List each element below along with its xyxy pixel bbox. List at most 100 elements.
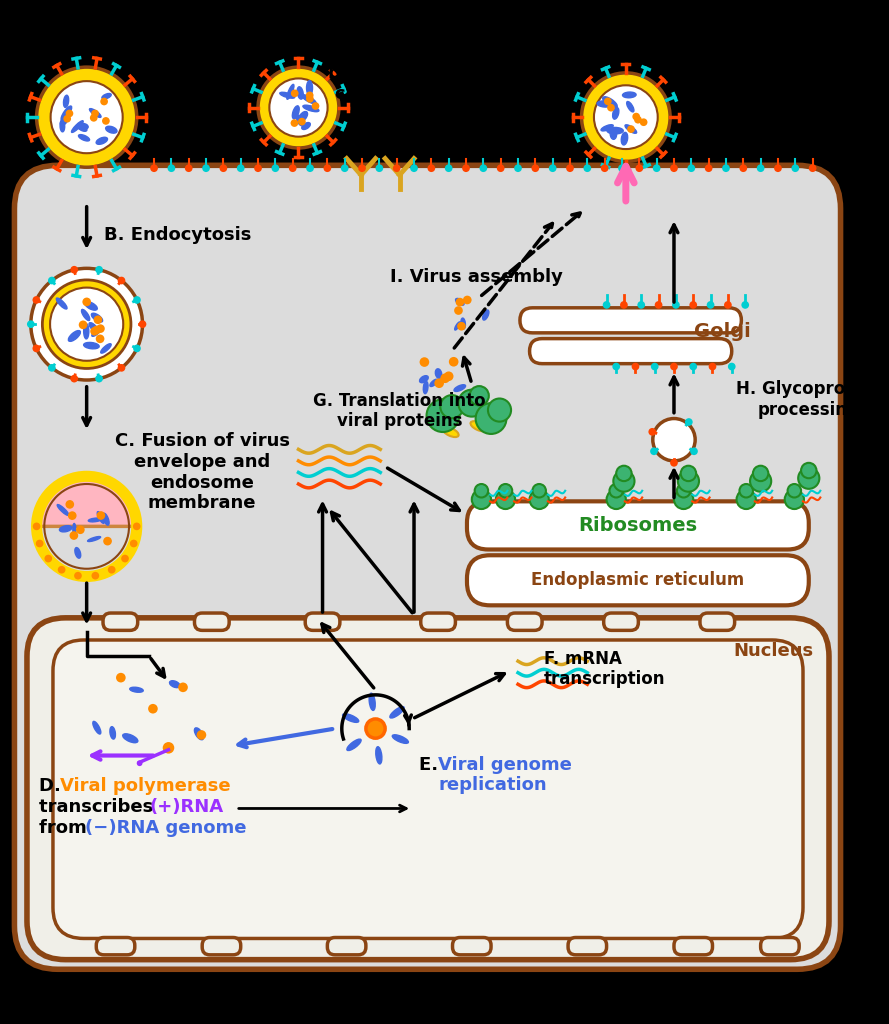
Circle shape xyxy=(607,103,615,112)
Circle shape xyxy=(92,326,101,334)
Circle shape xyxy=(70,266,78,273)
Circle shape xyxy=(254,165,262,172)
Circle shape xyxy=(95,266,103,273)
FancyBboxPatch shape xyxy=(53,640,803,938)
Circle shape xyxy=(340,165,348,172)
Circle shape xyxy=(50,288,124,360)
Circle shape xyxy=(220,165,228,172)
Circle shape xyxy=(616,466,631,481)
Circle shape xyxy=(178,683,188,692)
Ellipse shape xyxy=(97,512,104,523)
Text: G. Translation into
viral proteins: G. Translation into viral proteins xyxy=(313,391,486,430)
Ellipse shape xyxy=(60,117,68,126)
Ellipse shape xyxy=(607,127,623,134)
Ellipse shape xyxy=(376,746,382,764)
Circle shape xyxy=(435,379,444,388)
Circle shape xyxy=(51,81,123,154)
Ellipse shape xyxy=(96,137,108,144)
Circle shape xyxy=(620,301,628,309)
Ellipse shape xyxy=(92,721,100,734)
Text: transcribes: transcribes xyxy=(38,798,159,816)
Ellipse shape xyxy=(110,727,116,739)
FancyBboxPatch shape xyxy=(27,617,829,959)
Circle shape xyxy=(96,335,104,343)
FancyBboxPatch shape xyxy=(520,308,741,333)
Ellipse shape xyxy=(423,381,428,393)
Ellipse shape xyxy=(342,714,359,722)
Circle shape xyxy=(100,97,108,105)
Text: F. mRNA
transcription: F. mRNA transcription xyxy=(544,649,666,688)
Circle shape xyxy=(66,500,74,509)
Circle shape xyxy=(566,165,573,172)
FancyBboxPatch shape xyxy=(467,502,809,550)
Circle shape xyxy=(36,540,44,548)
Circle shape xyxy=(375,165,383,172)
Ellipse shape xyxy=(90,109,101,118)
Text: Viral polymerase: Viral polymerase xyxy=(60,777,230,795)
Circle shape xyxy=(670,165,677,172)
FancyBboxPatch shape xyxy=(14,165,840,970)
Ellipse shape xyxy=(621,132,628,145)
Circle shape xyxy=(185,165,193,172)
Circle shape xyxy=(70,375,78,383)
Circle shape xyxy=(79,321,87,329)
Circle shape xyxy=(444,165,453,172)
Circle shape xyxy=(196,730,206,739)
Circle shape xyxy=(653,419,695,461)
Ellipse shape xyxy=(92,313,102,323)
Circle shape xyxy=(324,165,332,172)
FancyBboxPatch shape xyxy=(700,613,734,631)
Ellipse shape xyxy=(88,518,101,522)
Ellipse shape xyxy=(297,116,304,126)
Text: H. Glycoprotein
processing: H. Glycoprotein processing xyxy=(736,380,882,419)
Ellipse shape xyxy=(627,101,634,112)
Text: A. Glycoprotein
binding to host
cell receptors: A. Glycoprotein binding to host cell rec… xyxy=(326,43,483,102)
Ellipse shape xyxy=(297,87,303,99)
Circle shape xyxy=(48,276,56,285)
Circle shape xyxy=(488,398,511,422)
Circle shape xyxy=(427,399,460,432)
Ellipse shape xyxy=(603,96,617,108)
Circle shape xyxy=(116,673,125,682)
Ellipse shape xyxy=(68,331,80,341)
FancyBboxPatch shape xyxy=(420,613,455,631)
Ellipse shape xyxy=(77,123,88,130)
Ellipse shape xyxy=(430,379,437,386)
Circle shape xyxy=(66,110,73,118)
Ellipse shape xyxy=(303,105,319,112)
Ellipse shape xyxy=(301,94,316,103)
Ellipse shape xyxy=(170,681,180,688)
Ellipse shape xyxy=(455,298,464,305)
Circle shape xyxy=(455,298,464,306)
Circle shape xyxy=(420,357,429,367)
Ellipse shape xyxy=(292,105,300,119)
Text: (+)RNA: (+)RNA xyxy=(149,798,223,816)
Ellipse shape xyxy=(622,92,637,97)
Circle shape xyxy=(533,484,546,498)
Circle shape xyxy=(69,531,78,540)
Ellipse shape xyxy=(470,421,486,431)
Circle shape xyxy=(677,484,691,498)
Ellipse shape xyxy=(60,121,65,132)
Circle shape xyxy=(610,484,623,498)
Ellipse shape xyxy=(78,125,87,131)
Ellipse shape xyxy=(82,309,90,321)
Circle shape xyxy=(750,471,772,492)
Circle shape xyxy=(97,511,105,520)
Text: Nucleus: Nucleus xyxy=(733,642,813,659)
Circle shape xyxy=(440,374,450,383)
Circle shape xyxy=(670,459,677,467)
Circle shape xyxy=(740,165,747,172)
Circle shape xyxy=(58,566,66,573)
Circle shape xyxy=(366,719,385,738)
Ellipse shape xyxy=(369,693,375,711)
FancyBboxPatch shape xyxy=(96,938,135,954)
Circle shape xyxy=(139,321,147,328)
Circle shape xyxy=(90,114,98,122)
Circle shape xyxy=(33,344,40,352)
Circle shape xyxy=(289,165,297,172)
Circle shape xyxy=(654,301,662,309)
Text: B. Endocytosis: B. Endocytosis xyxy=(104,226,252,244)
Ellipse shape xyxy=(100,344,111,353)
Polygon shape xyxy=(38,478,135,526)
